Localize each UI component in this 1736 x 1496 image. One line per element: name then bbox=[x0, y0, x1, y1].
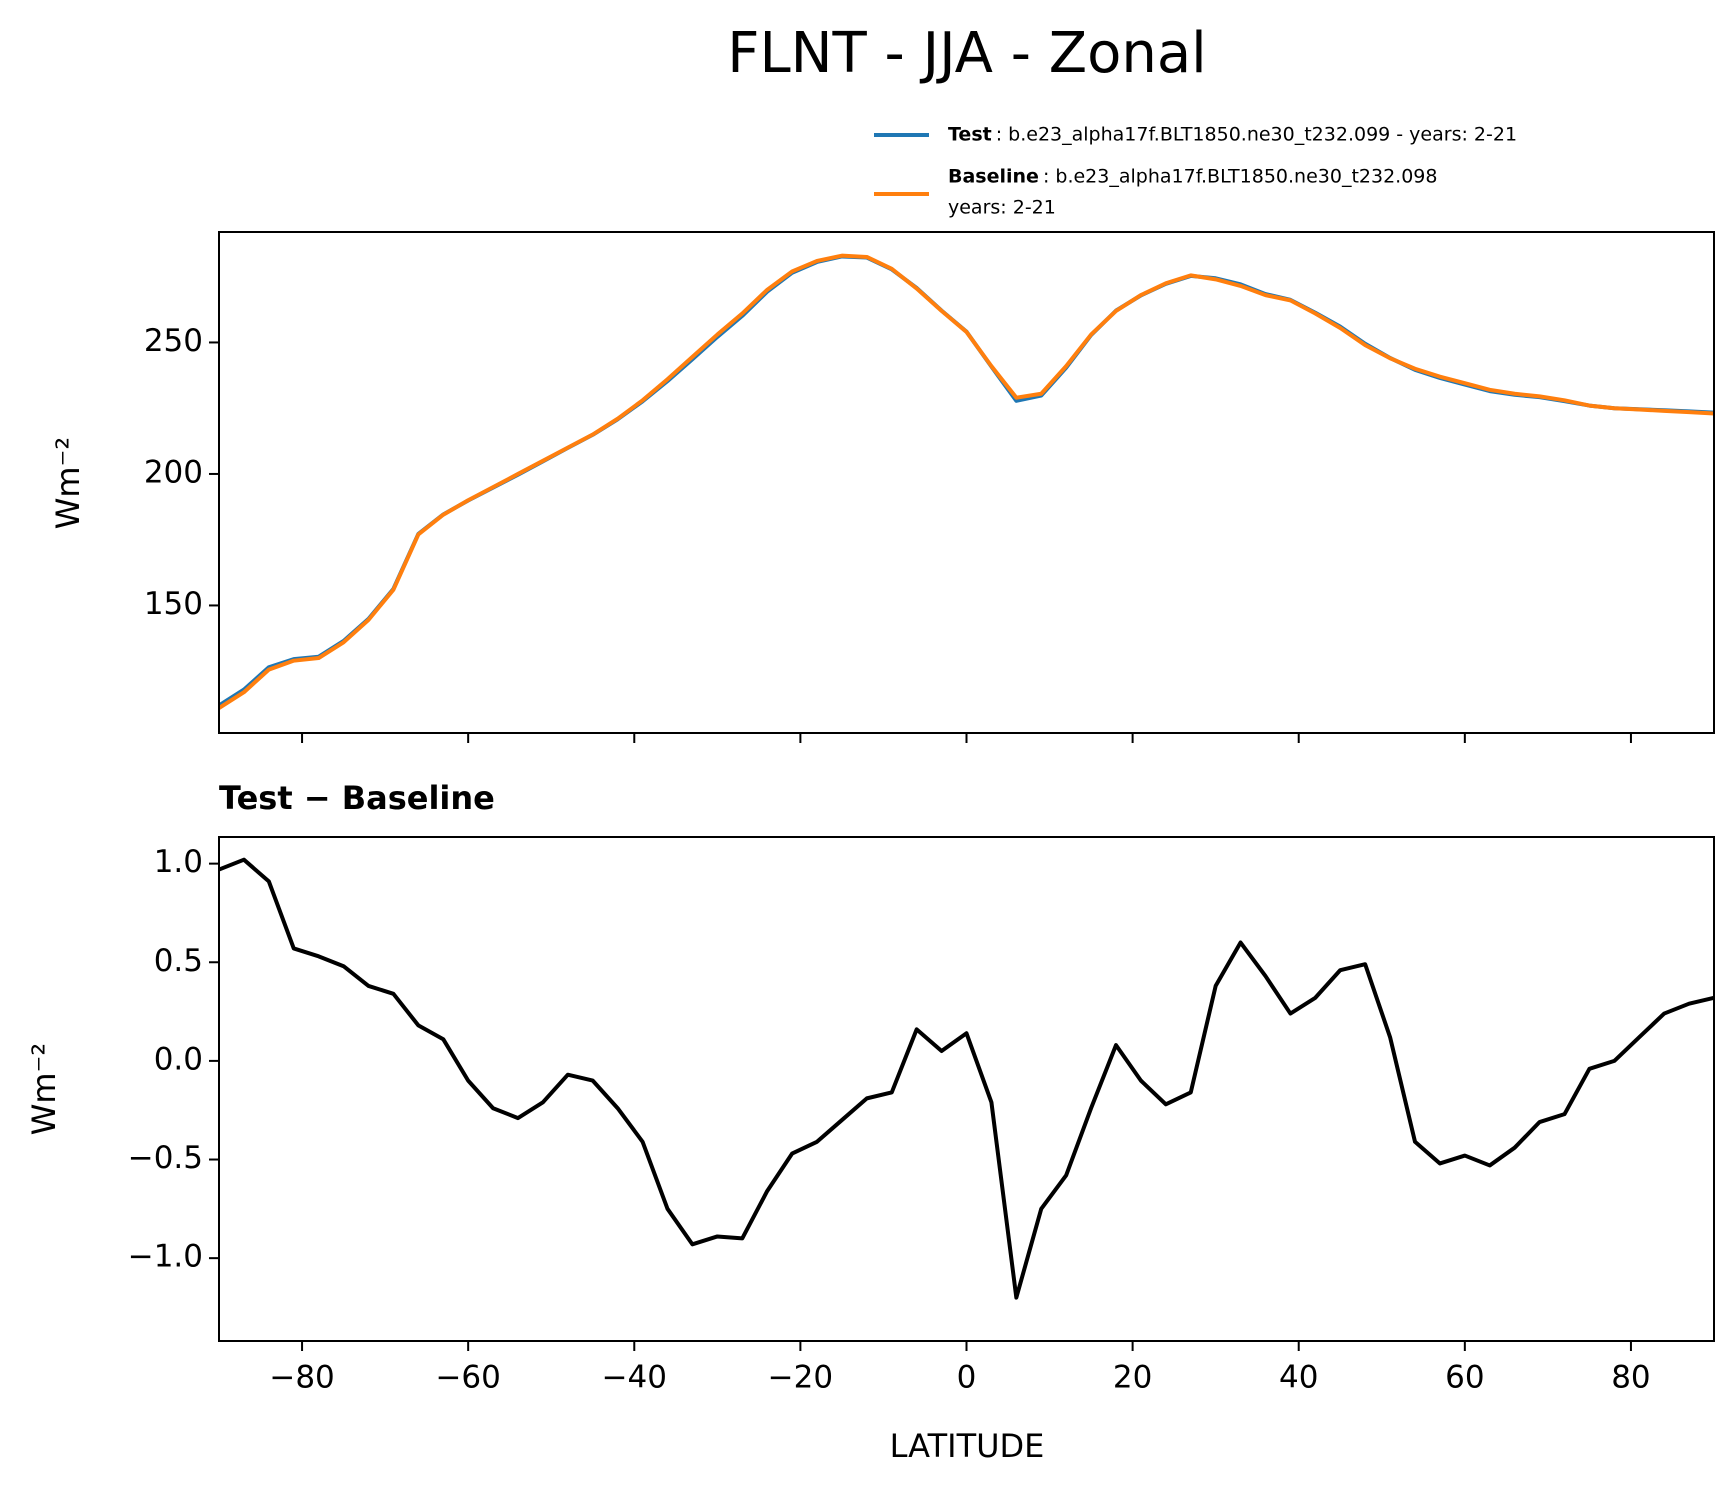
legend-label: : b.e23_alpha17f.BLT1850.ne30_t232.099 -… bbox=[996, 124, 1517, 146]
data-line bbox=[217, 253, 1715, 710]
y-axis-label: Wm⁻² bbox=[49, 437, 87, 530]
y-tick-label: 1.0 bbox=[154, 844, 203, 880]
x-tick-label: 40 bbox=[1279, 1360, 1318, 1396]
y-tick-label: −1.0 bbox=[128, 1239, 203, 1275]
y-tick-label: 0.0 bbox=[154, 1041, 203, 1077]
x-tick-label: 0 bbox=[957, 1360, 977, 1396]
x-tick-label: 80 bbox=[1611, 1360, 1650, 1396]
legend-label: years: 2-21 bbox=[948, 197, 1056, 219]
y-tick-label: 200 bbox=[144, 454, 203, 490]
x-axis-label: LATITUDE bbox=[890, 1427, 1045, 1465]
x-tick-label: 20 bbox=[1113, 1360, 1152, 1396]
legend-name: Baseline bbox=[948, 166, 1039, 188]
axes-frame bbox=[218, 231, 1715, 734]
x-tick-label: −60 bbox=[435, 1360, 500, 1396]
data-line bbox=[218, 857, 1715, 1300]
y-tick-label: 250 bbox=[144, 323, 203, 359]
axes-frame bbox=[218, 836, 1715, 1342]
x-tick-label: −80 bbox=[269, 1360, 334, 1396]
subplot-title: Test − Baseline bbox=[219, 779, 495, 817]
y-axis-label: Wm⁻² bbox=[25, 1043, 63, 1136]
y-tick-label: −0.5 bbox=[128, 1140, 203, 1176]
y-tick-label: 150 bbox=[144, 586, 203, 622]
y-tick-label: 0.5 bbox=[154, 943, 203, 979]
legend-label: : b.e23_alpha17f.BLT1850.ne30_t232.098 bbox=[1043, 166, 1438, 188]
data-line bbox=[217, 254, 1715, 708]
legend-name: Test bbox=[948, 124, 992, 146]
x-tick-label: −20 bbox=[768, 1360, 833, 1396]
x-tick-label: 60 bbox=[1445, 1360, 1484, 1396]
x-tick-label: −40 bbox=[602, 1360, 667, 1396]
chart-title: FLNT - JJA - Zonal bbox=[727, 21, 1206, 86]
